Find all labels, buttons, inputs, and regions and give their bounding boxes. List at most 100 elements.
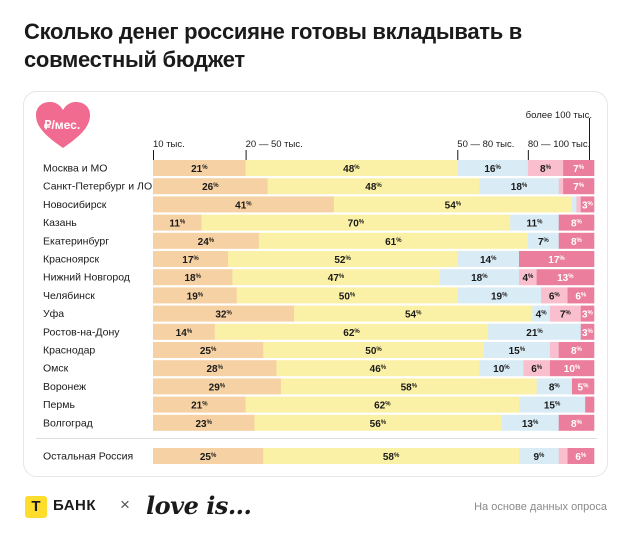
category-label: Краснодар	[43, 345, 95, 357]
bar-segment	[536, 378, 573, 395]
data-label: 8%	[571, 419, 583, 430]
bar-segment	[153, 323, 216, 340]
bar-segment	[153, 214, 202, 231]
bar-segment	[214, 323, 489, 340]
cross-sign: ×	[120, 495, 130, 514]
bar-segment	[527, 232, 560, 249]
bar-segment	[558, 232, 595, 249]
bar-segment	[153, 269, 233, 286]
data-label: 50%	[339, 291, 356, 302]
data-label: 21%	[191, 401, 208, 412]
bar-segment	[201, 214, 511, 231]
category-label: Новосибирск	[43, 199, 107, 211]
category-label: Москва и МО	[43, 163, 107, 175]
data-label: 21%	[191, 164, 208, 175]
bar-segment	[479, 178, 560, 195]
data-label: 17%	[182, 255, 199, 266]
data-label: 7%	[538, 237, 550, 248]
bar-segment	[153, 305, 295, 322]
data-label: 54%	[405, 310, 422, 321]
data-label: 21%	[526, 328, 543, 339]
category-label: Остальная Россия	[43, 451, 133, 463]
bar-segment	[541, 287, 568, 304]
data-label: 14%	[480, 255, 497, 266]
category-label: Санкт-Петербург и ЛО	[43, 181, 152, 193]
bar-segment	[294, 305, 533, 322]
data-label: 48%	[343, 164, 360, 175]
data-label: 47%	[328, 273, 345, 284]
data-label: 23%	[195, 419, 212, 430]
bar-segment	[263, 448, 520, 464]
bar-segment	[483, 342, 551, 358]
data-label: 32%	[215, 310, 232, 321]
data-label: 15%	[509, 346, 526, 357]
bar-segment	[153, 196, 335, 213]
bar-segment	[153, 287, 238, 304]
bar-segment	[549, 342, 560, 358]
bar-segment	[536, 269, 595, 286]
bar-segment	[280, 378, 537, 395]
bar-segment	[457, 287, 542, 304]
bank-label: БАНК	[53, 497, 97, 514]
legend-label: 50 — 80 тыс.	[457, 139, 514, 150]
data-label: 6%	[575, 291, 587, 302]
currency-badge-label: ₽/мес.	[43, 118, 81, 132]
bar-segment	[479, 360, 524, 377]
data-label: 10%	[564, 364, 581, 375]
data-label: 25%	[200, 452, 217, 463]
data-label: 58%	[401, 382, 418, 393]
data-label: 18%	[511, 182, 528, 193]
bar-segment	[580, 323, 595, 340]
data-label: 7%	[573, 164, 585, 175]
bar-segment	[153, 160, 246, 176]
bar-segment	[153, 360, 277, 377]
data-label: 18%	[184, 273, 201, 284]
bar-segment	[153, 232, 260, 249]
data-label: 14%	[176, 328, 193, 339]
data-label: 6%	[531, 364, 543, 375]
bar-segment	[549, 305, 582, 322]
data-label: 25%	[200, 346, 217, 357]
data-label: 28%	[206, 364, 223, 375]
data-label: 8%	[571, 237, 583, 248]
bar-segment	[501, 414, 560, 431]
bar-segment	[519, 251, 595, 267]
data-label: 17%	[548, 255, 565, 266]
category-label: Ростов-на-Дону	[43, 326, 120, 338]
data-label: 48%	[365, 182, 382, 193]
data-label: 5%	[578, 382, 590, 393]
data-label: 50%	[365, 346, 382, 357]
data-label: 8%	[571, 346, 583, 357]
data-label: 18%	[471, 273, 488, 284]
bar-segment	[153, 251, 229, 267]
bar-segment	[585, 396, 595, 413]
data-label: 11%	[527, 219, 544, 230]
bar-segment	[258, 232, 529, 249]
bar-segment	[519, 269, 537, 286]
data-label: 19%	[491, 291, 508, 302]
data-label: 52%	[334, 255, 351, 266]
legend-label: более 100 тыс.	[526, 110, 592, 121]
data-label: 13%	[522, 419, 539, 430]
data-label: 61%	[385, 237, 402, 248]
bar-segment	[267, 178, 480, 195]
data-label: 13%	[557, 273, 574, 284]
data-label: 62%	[343, 328, 360, 339]
bar-segment	[580, 305, 595, 322]
category-label: Уфа	[43, 308, 64, 320]
bar-segment	[254, 414, 502, 431]
bar-segment	[153, 414, 255, 431]
bar-segment	[563, 178, 595, 195]
bar-segment	[232, 269, 440, 286]
bar-segment	[527, 160, 564, 176]
data-label: 16%	[484, 164, 501, 175]
category-label: Казань	[43, 217, 77, 229]
category-label: Воронеж	[43, 381, 86, 393]
data-label: 8%	[549, 382, 561, 393]
data-label: 19%	[187, 291, 204, 302]
bar-segment	[567, 287, 595, 304]
data-label: 3%	[582, 328, 594, 339]
legend-label: 80 — 100 тыс.	[528, 139, 590, 150]
bar-segment	[571, 378, 595, 395]
